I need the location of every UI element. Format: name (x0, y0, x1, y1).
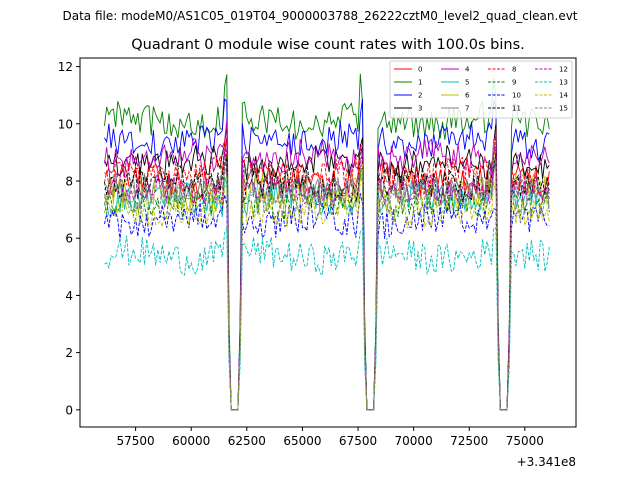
legend-label: 1 (418, 79, 422, 87)
legend-label: 6 (465, 92, 470, 100)
series-line-13 (104, 227, 550, 411)
legend-label: 13 (559, 79, 568, 87)
series-line-15 (104, 158, 550, 411)
x-tick-label: 70000 (395, 434, 433, 448)
series-line-7 (104, 139, 550, 411)
legend-label: 5 (465, 79, 469, 87)
y-tick-label: 4 (65, 289, 73, 303)
series-line-10 (104, 193, 550, 411)
x-tick-label: 57500 (117, 434, 155, 448)
legend-label: 14 (559, 92, 568, 100)
suptitle: Data file: modeM0/AS1C05_019T04_90000037… (62, 9, 577, 23)
legend-label: 9 (512, 79, 516, 87)
legend-label: 2 (418, 92, 422, 100)
x-tick-label: 75000 (506, 434, 544, 448)
legend-label: 8 (512, 66, 516, 74)
x-axis: 57500 60000 62500 65000 67500 70000 72500 75000 (117, 427, 544, 448)
plot-frame (79, 57, 577, 428)
chart-title: Quadrant 0 module wise count rates with … (131, 37, 525, 53)
legend-label: 10 (512, 92, 521, 100)
legend-label: 0 (418, 66, 422, 74)
legend-box (389, 60, 573, 119)
series-line-4 (104, 119, 550, 411)
x-tick-label: 67500 (339, 434, 377, 448)
series-line-12 (104, 145, 550, 411)
legend-label: 15 (559, 105, 568, 113)
y-tick-label: 0 (65, 403, 73, 417)
y-tick-label: 2 (65, 346, 73, 360)
x-tick-label: 62500 (228, 434, 266, 448)
series-line-14 (104, 163, 550, 411)
series-line-6 (104, 154, 550, 411)
legend-label: 7 (465, 105, 469, 113)
series-line-2 (104, 98, 550, 411)
y-tick-label: 10 (58, 117, 73, 131)
legend-label: 12 (559, 66, 568, 74)
y-axis: 0 2 4 6 8 10 12 (58, 60, 80, 417)
legend-label: 4 (465, 66, 470, 74)
x-tick-label: 72500 (450, 434, 488, 448)
x-tick-label: 60000 (172, 434, 210, 448)
y-tick-label: 6 (65, 232, 73, 246)
x-tick-label: 65000 (283, 434, 321, 448)
legend-label: 3 (418, 105, 422, 113)
series-layer (104, 73, 550, 411)
legend-label: 11 (512, 105, 521, 113)
y-tick-label: 12 (58, 60, 73, 74)
x-offset-label: +3.341e8 (517, 455, 576, 469)
y-tick-label: 8 (65, 175, 73, 189)
series-line-1 (104, 73, 550, 411)
